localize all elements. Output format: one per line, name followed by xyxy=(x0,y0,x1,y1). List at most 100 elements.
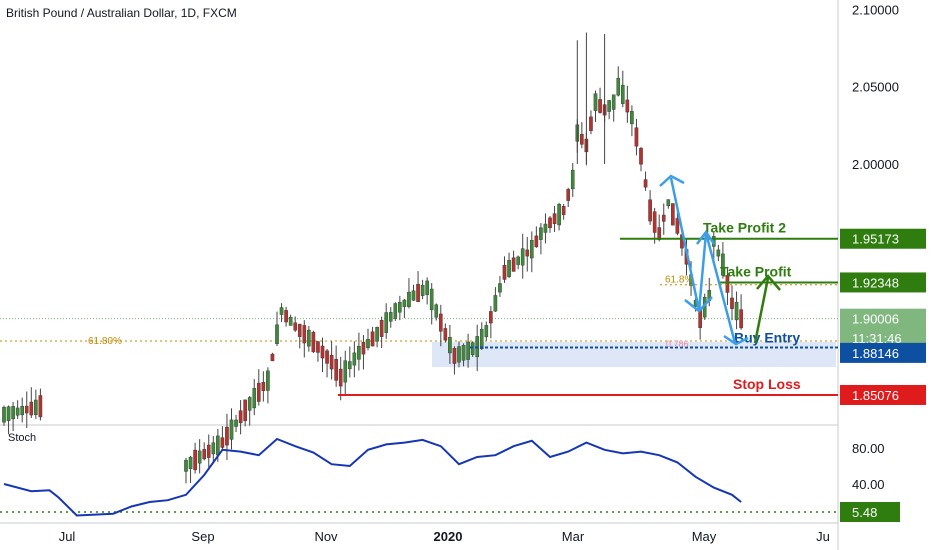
candle xyxy=(197,450,202,464)
candle xyxy=(657,227,661,241)
candle xyxy=(507,260,511,277)
time-tick-label: 2020 xyxy=(434,529,463,544)
candle xyxy=(29,401,34,416)
candle xyxy=(630,111,634,125)
take-profit-tag: 1.92348 xyxy=(840,272,926,293)
time-tick-label: Mar xyxy=(562,529,585,544)
candle xyxy=(366,339,370,349)
candle xyxy=(266,370,270,391)
candle xyxy=(302,325,307,344)
candle xyxy=(252,388,257,409)
svg-text:1.95173: 1.95173 xyxy=(852,232,899,247)
candle xyxy=(648,199,652,222)
candle xyxy=(607,100,611,112)
candle xyxy=(443,328,448,341)
candle xyxy=(589,116,593,131)
candle xyxy=(461,345,466,361)
stoch-title: Stoch xyxy=(8,432,37,444)
candle xyxy=(334,359,338,381)
candle xyxy=(402,299,407,307)
time-tick-label: Nov xyxy=(314,529,338,544)
candle xyxy=(466,341,470,360)
candle xyxy=(489,311,493,324)
candle xyxy=(357,346,361,360)
candle xyxy=(734,301,739,321)
stoch-low-tag: 5.48 xyxy=(840,502,900,522)
candle xyxy=(520,248,525,266)
candle xyxy=(675,218,680,234)
buy-zone xyxy=(432,342,836,367)
current-price-tag: 1.90006 xyxy=(840,308,926,329)
candle xyxy=(416,284,420,302)
candle xyxy=(288,317,293,326)
stop-loss-tag: 1.85076 xyxy=(840,384,926,405)
candle xyxy=(479,328,484,349)
candle xyxy=(238,410,243,424)
candle xyxy=(534,235,539,248)
candle xyxy=(639,148,643,165)
candle xyxy=(593,93,598,111)
candle xyxy=(548,217,552,229)
candle xyxy=(275,324,279,344)
candle xyxy=(325,350,329,364)
buy-entry-tag: 1.88146 xyxy=(840,342,926,363)
candle xyxy=(725,275,730,293)
time-tick-label: Jul xyxy=(59,529,76,544)
candle xyxy=(539,227,543,240)
candle xyxy=(634,127,639,147)
candle xyxy=(557,203,561,226)
candle xyxy=(721,253,725,276)
time-tick-label: Sep xyxy=(191,529,214,544)
candle xyxy=(511,257,516,272)
candle xyxy=(247,397,252,411)
candle xyxy=(11,406,15,420)
candle xyxy=(348,361,352,370)
stoch-line xyxy=(3,437,742,517)
candle xyxy=(530,240,534,259)
candle xyxy=(220,437,225,448)
svg-text:1.90006: 1.90006 xyxy=(852,312,899,327)
buy-entry-label: Buy Entry xyxy=(734,329,800,345)
projection-arrows xyxy=(659,174,749,346)
candle xyxy=(24,405,29,414)
candle xyxy=(470,342,475,355)
candle xyxy=(652,211,657,233)
price-tick-label: 2.05000 xyxy=(852,80,899,95)
fib-618-label: 61.80% xyxy=(88,336,122,347)
candle xyxy=(343,360,348,383)
candle xyxy=(457,346,461,363)
fib-786-label: 0.786 xyxy=(666,339,689,349)
take-profit-2-label: Take Profit 2 xyxy=(703,220,786,236)
candle xyxy=(320,345,325,359)
candle xyxy=(352,352,357,366)
candle xyxy=(375,326,379,342)
price-tick-label: 2.00000 xyxy=(852,157,899,172)
take-profit-2-tag: 1.95173 xyxy=(840,228,926,249)
svg-text:11:31:46: 11:31:46 xyxy=(852,331,902,346)
candle xyxy=(625,99,630,113)
svg-text:1.85076: 1.85076 xyxy=(852,388,899,403)
candle xyxy=(34,399,38,415)
candle xyxy=(211,442,216,455)
candle xyxy=(429,288,434,311)
candle xyxy=(379,320,384,337)
candle xyxy=(234,419,238,427)
candle xyxy=(621,84,625,104)
candle xyxy=(666,199,671,207)
candle xyxy=(543,223,548,233)
stoch-tick-label: 80.00 xyxy=(852,441,885,456)
candle xyxy=(739,309,743,329)
svg-text:1.92348: 1.92348 xyxy=(852,275,899,290)
candle xyxy=(434,304,439,318)
candle xyxy=(502,265,507,280)
stoch-axis: 80.00 40.00 xyxy=(852,441,885,492)
candle xyxy=(316,341,320,353)
candle xyxy=(216,435,220,456)
take-profit-label: Take Profit xyxy=(720,263,792,279)
candle xyxy=(361,342,366,355)
candle xyxy=(257,382,261,402)
candle xyxy=(370,331,375,347)
candle xyxy=(661,214,666,222)
candle xyxy=(570,169,575,190)
